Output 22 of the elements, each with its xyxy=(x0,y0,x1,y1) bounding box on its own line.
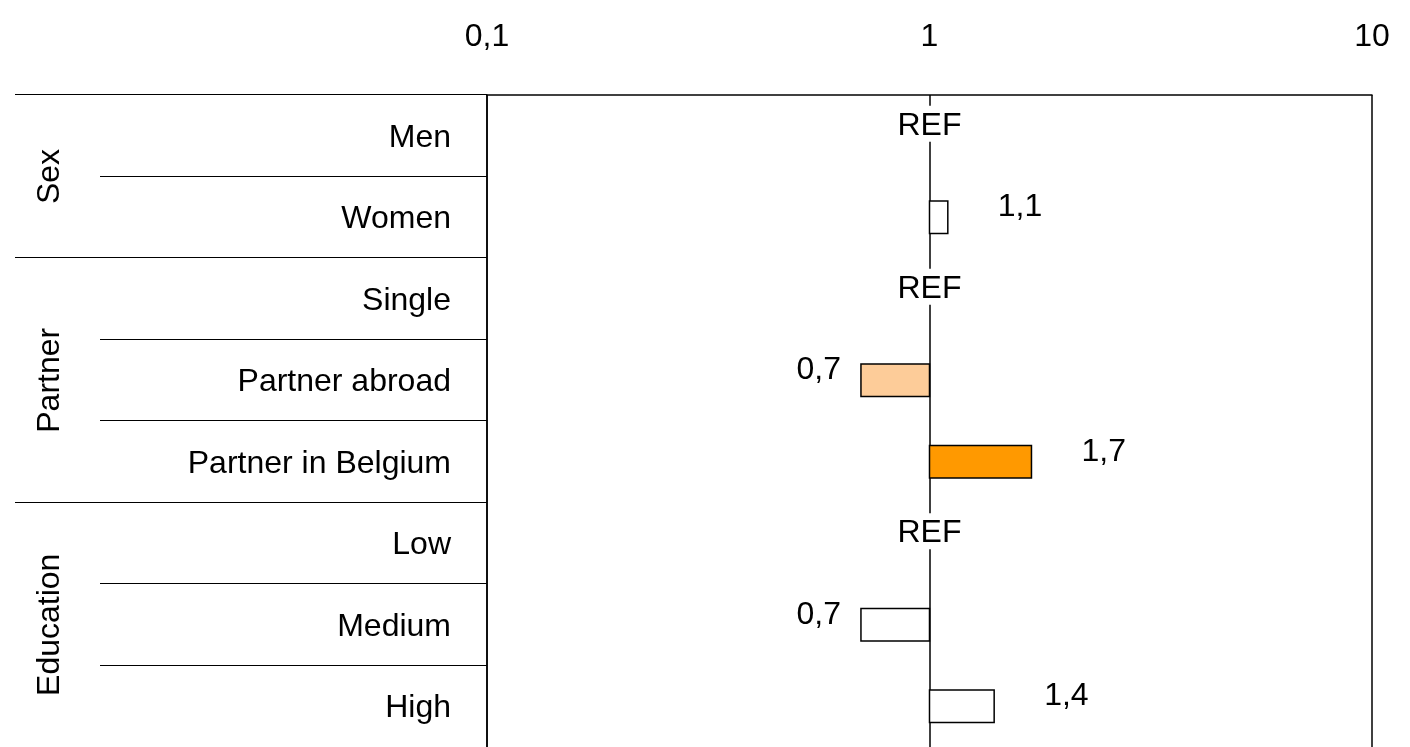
y-tick-label: Partner abroad xyxy=(237,362,451,399)
data-label: 0,7 xyxy=(796,350,841,387)
annotation: REF xyxy=(897,513,962,550)
y-tick-label: High xyxy=(385,688,451,725)
data-label: 1,7 xyxy=(1081,431,1126,468)
x-tick-label: 1 xyxy=(920,17,939,53)
data-label: 1,1 xyxy=(997,187,1043,224)
y-tick-label: Women xyxy=(341,199,451,236)
data-label: 1,4 xyxy=(1044,676,1089,713)
x-tick-label: 10 xyxy=(1354,17,1390,53)
text: Sex xyxy=(30,148,66,205)
annotation: REF xyxy=(897,268,962,305)
x-tick-label: 0,1 xyxy=(464,17,510,53)
y-tick-label: Single xyxy=(362,280,451,317)
data-label: 0,7 xyxy=(796,594,841,631)
y-tick-label: Medium xyxy=(337,606,451,643)
text: Partner xyxy=(30,327,66,433)
y-tick-label: Low xyxy=(392,525,452,562)
y-tick-label: Men xyxy=(388,117,451,154)
text: Education xyxy=(30,553,66,696)
y-tick-label: Partner in Belgium xyxy=(187,443,451,480)
annotation: REF xyxy=(897,105,962,142)
